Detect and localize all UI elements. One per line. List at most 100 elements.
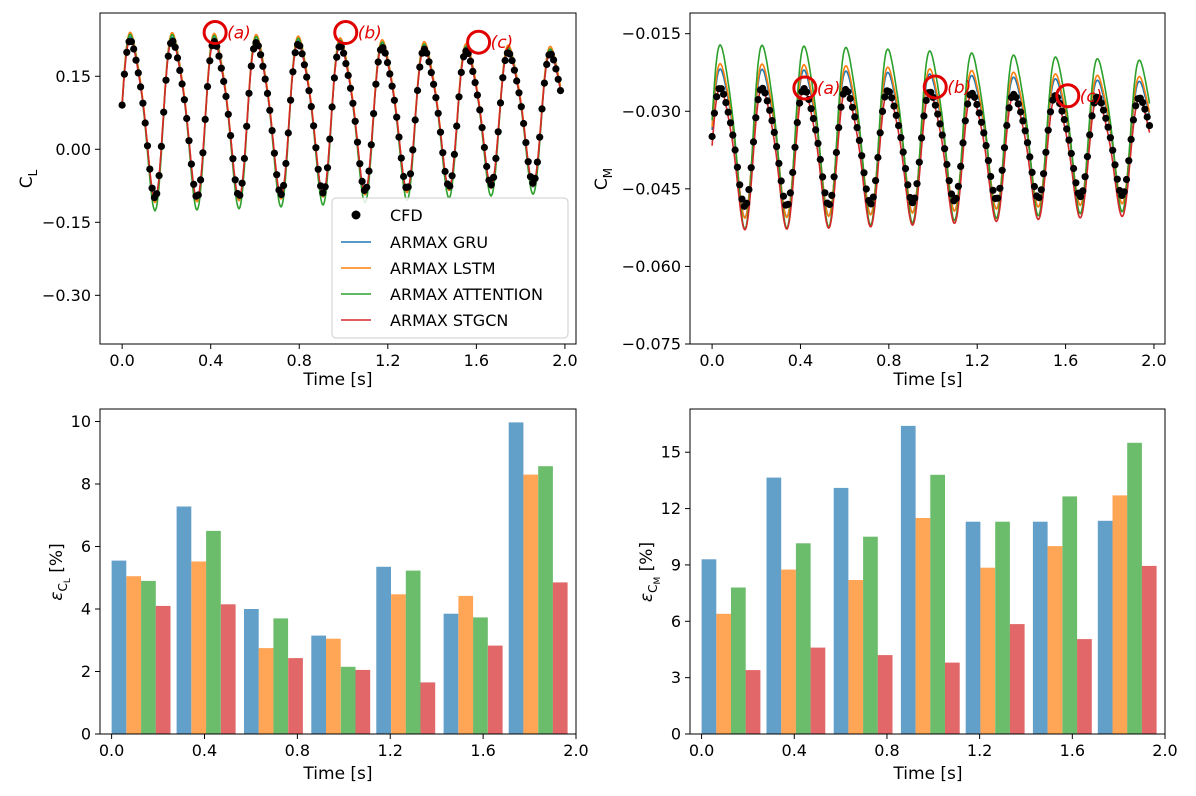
- cl-cfd-point: [199, 149, 207, 157]
- ecm-bar-armax-gru: [766, 477, 782, 734]
- ecm-bar-armax-lstm: [915, 518, 931, 734]
- cl-cfd-point: [303, 73, 311, 81]
- cl-cfd-point: [120, 70, 128, 78]
- cl-cfd-point: [370, 110, 378, 118]
- cm-cfd-point: [1058, 107, 1066, 115]
- cl-cfd-point: [130, 45, 138, 53]
- cm-cfd-point: [947, 190, 956, 198]
- cm-series-group: [708, 43, 1154, 231]
- cl-annotation-label: (c): [491, 33, 514, 53]
- cm-cfd-point: [1125, 157, 1133, 165]
- cl-cfd-point: [349, 99, 357, 107]
- cl-annotation-circle: [333, 19, 359, 45]
- cl-cfd-point: [173, 54, 182, 62]
- cm-cfd-point: [980, 129, 988, 137]
- cm-cfd-point: [784, 200, 792, 208]
- cm-cfd-point: [1060, 116, 1068, 124]
- cm-annotations: (a) (b) (c): [792, 74, 1103, 109]
- cm-cfd-point: [911, 194, 919, 202]
- cm-cfd-point: [786, 189, 795, 197]
- cm-cfd-point: [885, 88, 894, 96]
- cl-cfd-point: [323, 164, 332, 172]
- cm-cfd-point: [821, 189, 829, 197]
- cm-cfd-point: [961, 117, 969, 125]
- ecm-bar-armax-attention: [731, 587, 746, 734]
- panel-moment-error: 0.0 0.4 0.8 1.2 1.6 2.0 0 3 6 9 12 15 Time [s] εCM …: [637, 408, 1178, 784]
- cm-cfd-point: [743, 199, 751, 207]
- cl-cfd-point: [194, 191, 202, 199]
- cl-y-tick-label: 0.00: [55, 140, 91, 159]
- cl-cfd-point: [439, 149, 447, 157]
- cl-cfd-point: [139, 99, 147, 107]
- cl-cfd-point: [240, 154, 248, 163]
- legend-label-lstm: ARMAX LSTM: [390, 259, 496, 278]
- ecl-bar-armax-stgcn: [487, 645, 503, 734]
- legend-frame: [331, 197, 569, 339]
- cm-y-tick-label: −0.015: [622, 24, 681, 43]
- ecl-x-tick-label: 0.4: [192, 741, 217, 760]
- cl-cfd-point: [171, 43, 179, 51]
- cl-cfd-point: [510, 66, 518, 74]
- cm-cfd-point: [812, 126, 820, 134]
- cl-cfd-point: [201, 115, 209, 123]
- cl-cfd-point: [492, 154, 500, 162]
- cm-cfd-point: [1099, 106, 1108, 114]
- cm-cfd-point: [773, 143, 781, 151]
- cl-cfd-point: [379, 44, 387, 52]
- cm-cfd-point: [749, 138, 758, 146]
- cl-cfd-point: [307, 103, 315, 111]
- cm-cfd-point: [766, 106, 774, 114]
- cl-cfd-point: [263, 89, 272, 97]
- cl-cfd-point: [469, 67, 477, 75]
- ecl-bar-armax-lstm: [523, 474, 539, 734]
- cl-cfd-point: [476, 106, 484, 114]
- cm-y-axis-label: CM: [592, 168, 615, 190]
- cm-cfd-point: [752, 114, 760, 122]
- cm-x-axis-label: Time [s]: [892, 370, 962, 390]
- cl-cfd-point: [326, 135, 334, 143]
- cl-cfd-point: [494, 128, 502, 136]
- cm-cfd-point: [862, 185, 870, 193]
- cl-cfd-point: [229, 155, 237, 163]
- ecl-axes-frame: [99, 408, 577, 735]
- cm-plot-area: [708, 43, 1154, 231]
- cm-cfd-point: [890, 102, 898, 110]
- cm-cfd-point: [1120, 188, 1128, 196]
- cm-cfd-point: [1014, 100, 1022, 108]
- cm-cfd-point: [1145, 122, 1154, 130]
- cl-cfd-point: [533, 158, 542, 166]
- cl-cfd-point: [141, 119, 149, 127]
- cl-cfd-point: [132, 56, 140, 64]
- cl-x-tick-label: 0.8: [287, 351, 312, 370]
- ecm-y-tick-label: 15: [661, 443, 681, 462]
- cm-cfd-point: [973, 100, 981, 109]
- cm-y-tick-label: −0.030: [622, 102, 681, 121]
- cm-cfd-point: [1070, 164, 1078, 173]
- cm-cfd-point: [1005, 104, 1013, 112]
- cm-cfd-point: [848, 103, 857, 111]
- cl-cfd-point: [298, 50, 306, 58]
- cl-cfd-point: [337, 43, 345, 51]
- cm-cfd-point: [936, 120, 944, 128]
- cl-cfd-point: [464, 49, 472, 58]
- cl-cfd-point: [427, 69, 435, 77]
- cl-cfd-point: [310, 122, 318, 130]
- cm-cfd-point: [816, 155, 824, 164]
- cl-cfd-point: [367, 141, 375, 149]
- cl-cfd-point: [176, 66, 184, 74]
- cm-cfd-point: [913, 180, 921, 188]
- cl-cfd-point: [222, 92, 230, 100]
- cm-cfd-point: [984, 157, 993, 165]
- cl-cfd-point: [436, 128, 445, 136]
- cl-cfd-point: [416, 63, 424, 71]
- cm-cfd-point: [1072, 179, 1080, 187]
- cl-cfd-point: [406, 170, 415, 178]
- ecm-ticks: 0.0 0.4 0.8 1.2 1.6 2.0 0 3 6 9 12 15: [661, 443, 1178, 760]
- ecm-bar-armax-stgcn: [1009, 624, 1025, 734]
- ecl-y-axis-label: εCL [%]: [47, 543, 73, 600]
- cl-cfd-point: [153, 190, 161, 198]
- cl-cfd-point: [346, 84, 355, 92]
- cm-annotation-label: (c): [1080, 87, 1103, 107]
- cm-cfd-point: [869, 193, 877, 201]
- cm-cfd-point: [777, 177, 785, 185]
